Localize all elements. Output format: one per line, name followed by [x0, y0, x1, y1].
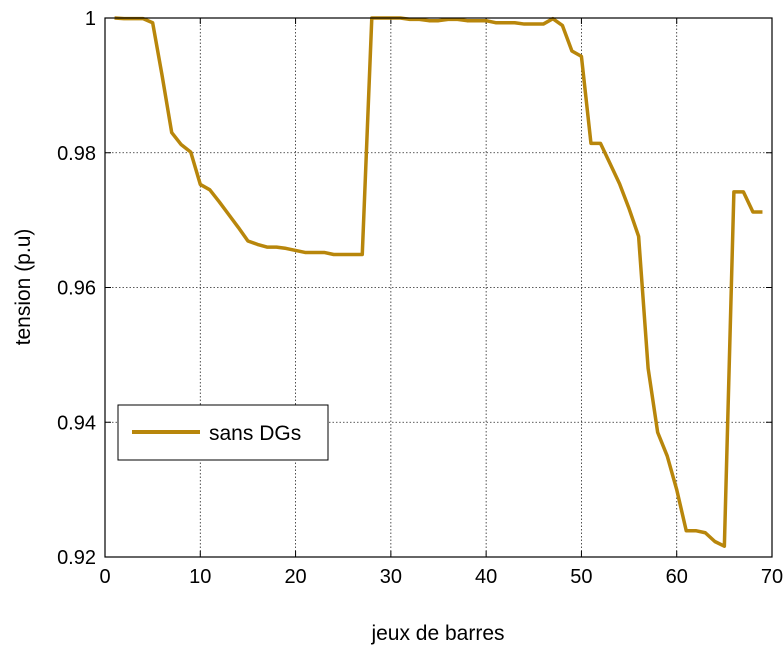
legend-label-sans-dgs: sans DGs [209, 422, 301, 445]
x-tick-label: 10 [189, 566, 211, 588]
tick-labels: 0 10 20 30 40 50 60 70 0.92 0.94 0.96 0.98 1 [57, 8, 783, 588]
x-tick-label: 60 [666, 566, 688, 588]
series-group [114, 16, 763, 548]
x-axis-label: jeux de barres [370, 622, 504, 645]
grid-lines [105, 18, 772, 557]
x-tick-label: 30 [380, 566, 402, 588]
x-tick-label: 0 [99, 566, 110, 588]
y-tick-label: 0.94 [57, 412, 96, 434]
series-line-sans-dgs [114, 16, 763, 548]
x-tick-label: 20 [284, 566, 306, 588]
y-tick-label: 1 [85, 8, 96, 30]
x-tick-label: 50 [570, 566, 592, 588]
y-tick-label: 0.96 [57, 278, 96, 300]
y-axis-label: tension (p.u) [12, 229, 35, 346]
y-tick-label: 0.98 [57, 143, 96, 165]
x-tick-label: 70 [761, 566, 783, 588]
legend: sans DGs [117, 404, 329, 461]
x-tick-label: 40 [475, 566, 497, 588]
plot-frame [104, 17, 773, 558]
y-tick-label: 0.92 [57, 547, 96, 569]
